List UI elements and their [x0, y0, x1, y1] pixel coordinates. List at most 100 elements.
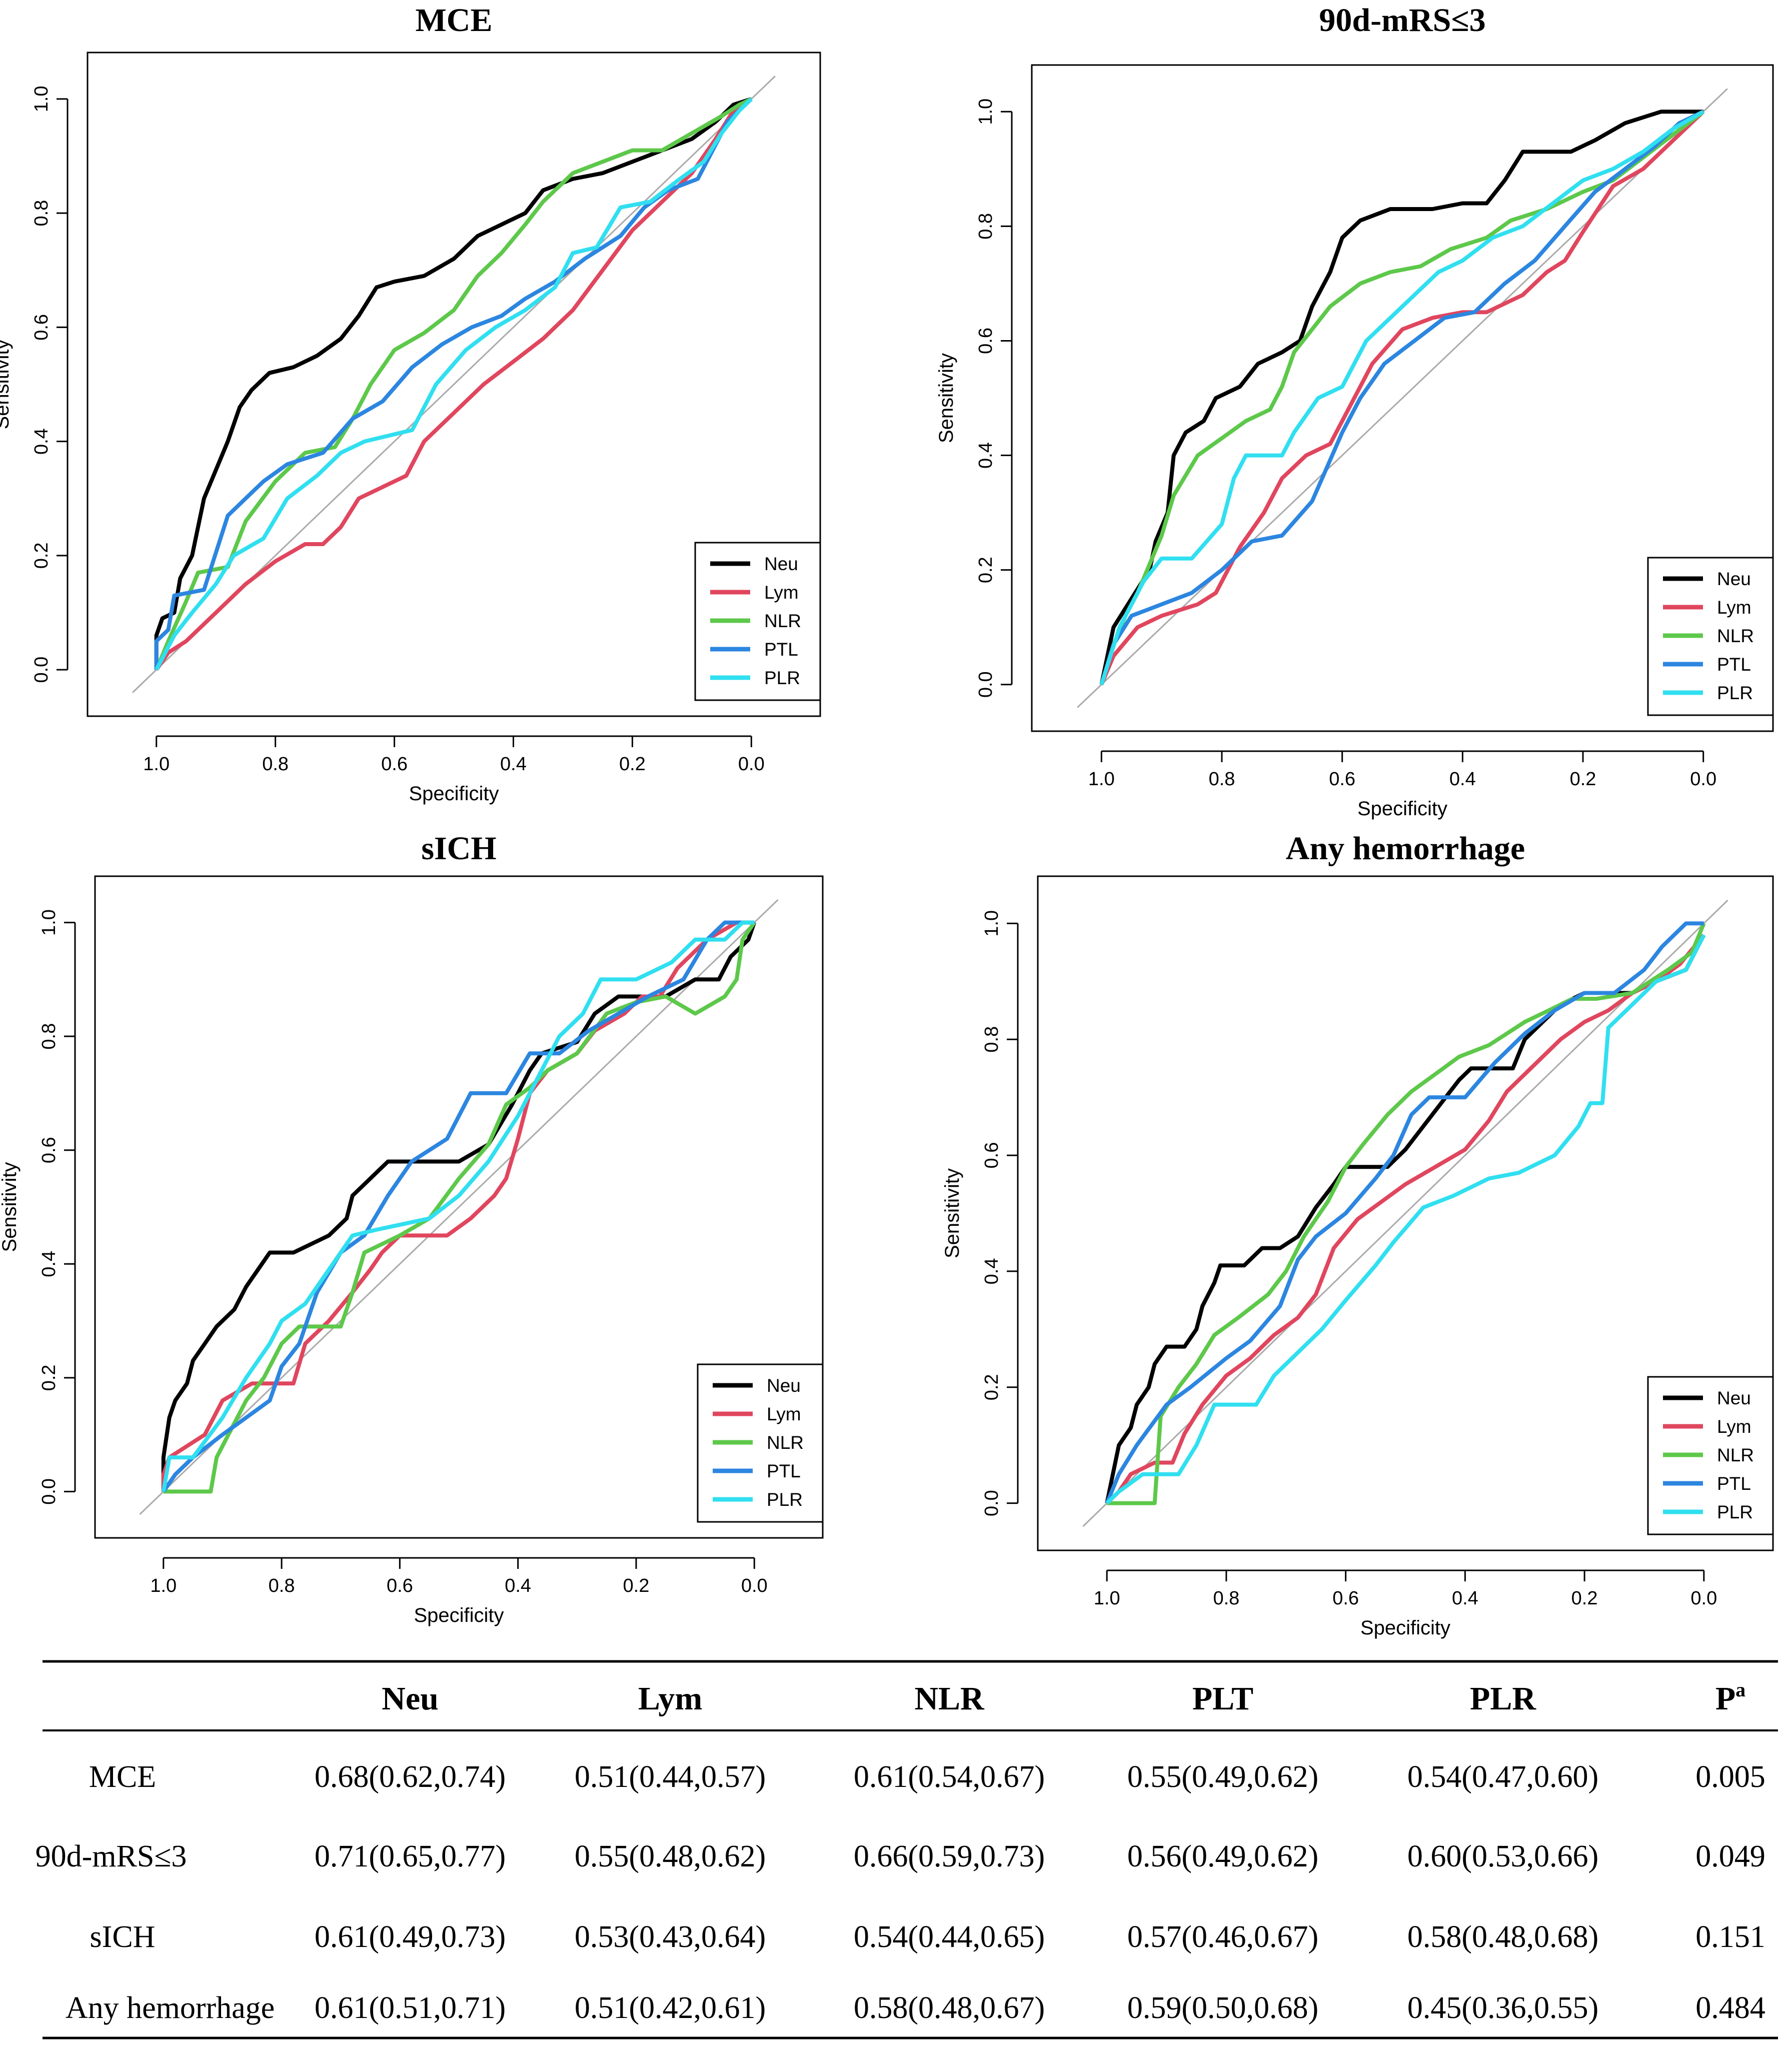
legend-label: PTL: [767, 1461, 801, 1481]
x-tick-label: 0.4: [1449, 769, 1476, 790]
legend: Neu Lym NLR PTL PLR: [1647, 1376, 1774, 1535]
x-tick-label: 1.0: [1094, 1588, 1120, 1609]
x-tick-label: 0.0: [741, 1575, 768, 1596]
y-axis-label: Sensitivity: [935, 353, 957, 443]
y-tick-label: 0.0: [39, 1478, 60, 1505]
auc-table: Neu Lym NLR PLT PLR Pa MCE 0.68(0.62,0.74) 0.51(…: [36, 1660, 1778, 2039]
y-tick-label: 0.4: [39, 1251, 60, 1277]
table-header-plt: PLT: [1192, 1680, 1253, 1717]
y-axis-label: Sensitivity: [941, 1168, 963, 1258]
table-cell: 0.59(0.50,0.68): [1127, 1991, 1318, 2025]
legend-label: PTL: [1717, 654, 1751, 675]
panel-title: Any hemorrhage: [1286, 830, 1525, 867]
legend-label: PTL: [1717, 1473, 1751, 1494]
plot-frame: [87, 52, 821, 717]
table-header-nlr: NLR: [914, 1680, 985, 1717]
panel-title: 90d-mRS≤3: [1319, 2, 1485, 39]
x-tick-label: 0.6: [387, 1575, 413, 1596]
table-row: sICH 0.61(0.49,0.73) 0.53(0.43,0.64) 0.54(0…: [90, 1920, 1765, 1954]
y-tick-label: 0.6: [975, 328, 996, 354]
y-tick-label: 0.6: [31, 314, 52, 341]
y-tick-label: 0.8: [981, 1026, 1002, 1053]
legend-label: PLR: [767, 1489, 803, 1510]
plot-frame: [1031, 64, 1774, 732]
x-tick-label: 0.0: [1690, 1588, 1717, 1609]
y-tick-label: 1.0: [981, 910, 1002, 937]
roc-curve-plr: [161, 920, 755, 1492]
panel-title: sICH: [421, 830, 496, 867]
legend-label: PLR: [1717, 683, 1753, 703]
legend: Neu Lym NLR PTL PLR: [694, 542, 821, 701]
roc-curve-plr: [1105, 934, 1706, 1505]
y-tick-label: 0.6: [981, 1142, 1002, 1169]
table-cell: 0.58(0.48,0.68): [1407, 1920, 1598, 1954]
y-tick-label: 0.4: [31, 428, 52, 455]
table-cell: 0.005: [1695, 1760, 1765, 1794]
row-label: sICH: [90, 1920, 156, 1954]
x-tick-label: 0.2: [1570, 769, 1596, 790]
legend-label: PTL: [764, 639, 798, 660]
roc-curve-neu: [1099, 110, 1703, 685]
roc-panel-any-hemorrhage: Any hemorrhage 1.0 0.8 0.6 0.4 0.2 0.0 Specific…: [941, 830, 1774, 1639]
table-cell: 0.55(0.48,0.62): [575, 1839, 766, 1873]
x-tick-label: 1.0: [143, 754, 170, 775]
y-tick-label: 0.2: [981, 1374, 1002, 1400]
legend-label: Neu: [1717, 1388, 1751, 1408]
table-row: 90d-mRS≤3 0.71(0.65,0.77) 0.55(0.48,0.62) 0…: [36, 1839, 1765, 1873]
x-axis-label: Specificity: [409, 783, 499, 805]
row-label: 90d-mRS≤3: [36, 1839, 187, 1873]
roc-curve-lym: [1105, 933, 1705, 1505]
y-tick-label: 0.4: [981, 1258, 1002, 1285]
panel-title: MCE: [416, 2, 493, 39]
table-cell: 0.61(0.54,0.67): [854, 1760, 1045, 1794]
y-tick-label: 0.8: [975, 213, 996, 240]
legend-label: Neu: [764, 554, 798, 574]
row-label: MCE: [89, 1760, 156, 1794]
roc-curve-lym: [1099, 110, 1705, 686]
x-tick-label: 0.8: [269, 1575, 295, 1596]
table-cell: 0.61(0.51,0.71): [315, 1991, 506, 2025]
table-cell: 0.66(0.59,0.73): [854, 1839, 1045, 1873]
roc-panel-90d-mrsle3: 90d-mRS≤31.0 0.8 0.6 0.4 0.2 0.0Specificity0.…: [935, 2, 1774, 820]
roc-curve-ptl: [1105, 921, 1704, 1504]
legend-label: Lym: [1717, 1416, 1751, 1437]
legend-label: Neu: [1717, 569, 1751, 589]
legend-label: Lym: [767, 1404, 801, 1424]
legend-label: NLR: [1717, 1445, 1754, 1465]
roc-curve-neu: [154, 97, 752, 670]
x-tick-label: 0.0: [738, 754, 765, 775]
x-tick-label: 0.2: [1571, 1588, 1598, 1609]
table-cell: 0.151: [1695, 1920, 1765, 1954]
table-cell: 0.55(0.49,0.62): [1127, 1760, 1318, 1794]
table-cell: 0.60(0.53,0.66): [1407, 1839, 1598, 1873]
reference-diagonal: [1077, 88, 1728, 708]
table-cell: 0.58(0.48,0.67): [854, 1991, 1045, 2025]
y-tick-label: 1.0: [39, 909, 60, 936]
legend-label: Neu: [767, 1375, 801, 1396]
table-cell: 0.45(0.36,0.55): [1407, 1991, 1598, 2025]
x-axis-label: Specificity: [1360, 1617, 1450, 1639]
superscript: a: [1735, 1678, 1745, 1701]
x-axis-label: Specificity: [1357, 798, 1447, 820]
legend-label: NLR: [1717, 626, 1754, 646]
table-cell: 0.54(0.44,0.65): [854, 1920, 1045, 1954]
table-cell: 0.61(0.49,0.73): [315, 1920, 506, 1954]
y-tick-label: 0.2: [31, 542, 52, 569]
table-cell: 0.56(0.49,0.62): [1127, 1839, 1318, 1873]
table-row: Any hemorrhage 0.61(0.51,0.71) 0.51(0.42,0…: [66, 1991, 1765, 2025]
legend: Neu Lym NLR PTL PLR: [1647, 557, 1774, 716]
x-tick-label: 0.0: [1690, 769, 1716, 790]
table-cell: 0.51(0.44,0.57): [575, 1760, 766, 1794]
y-tick-label: 0.8: [39, 1023, 60, 1050]
x-axis-label: Specificity: [414, 1604, 504, 1626]
x-tick-label: 0.4: [1452, 1588, 1478, 1609]
roc-curve-nlr: [1107, 922, 1706, 1505]
roc-curve-nlr: [163, 921, 756, 1494]
x-tick-label: 0.4: [505, 1575, 531, 1596]
legend-label: Lym: [764, 582, 799, 603]
table-cell: 0.484: [1695, 1991, 1765, 2025]
x-tick-label: 0.6: [1332, 1588, 1359, 1609]
table-cell: 0.54(0.47,0.60): [1407, 1760, 1598, 1794]
table-cell: 0.71(0.65,0.77): [315, 1839, 506, 1873]
x-tick-label: 1.0: [1088, 769, 1115, 790]
